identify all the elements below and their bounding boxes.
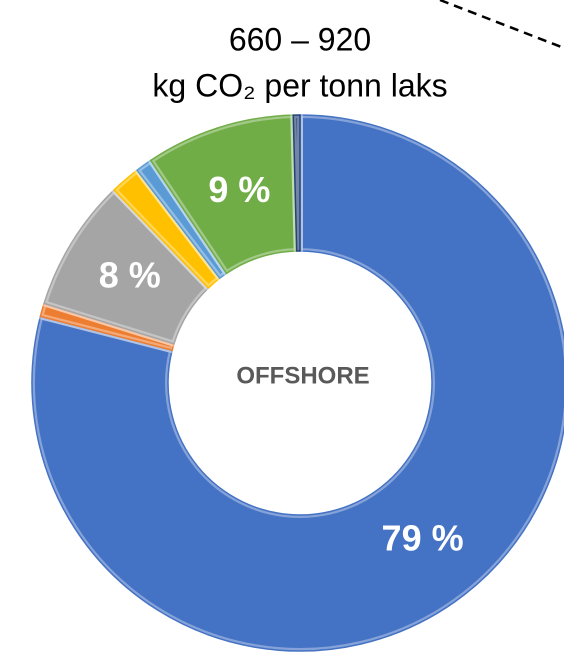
center-label: OFFSHORE xyxy=(236,362,369,389)
slice-edge xyxy=(31,114,564,652)
dashed-connector xyxy=(439,0,564,50)
chart-subtitle: kg CO₂ per tonn laks xyxy=(152,67,447,103)
data-label: 8 % xyxy=(99,254,161,295)
data-label: 79 % xyxy=(382,518,464,559)
data-label: 9 % xyxy=(208,169,270,210)
chart-title: 660 – 920 xyxy=(229,21,371,57)
slice-edge xyxy=(292,114,301,252)
